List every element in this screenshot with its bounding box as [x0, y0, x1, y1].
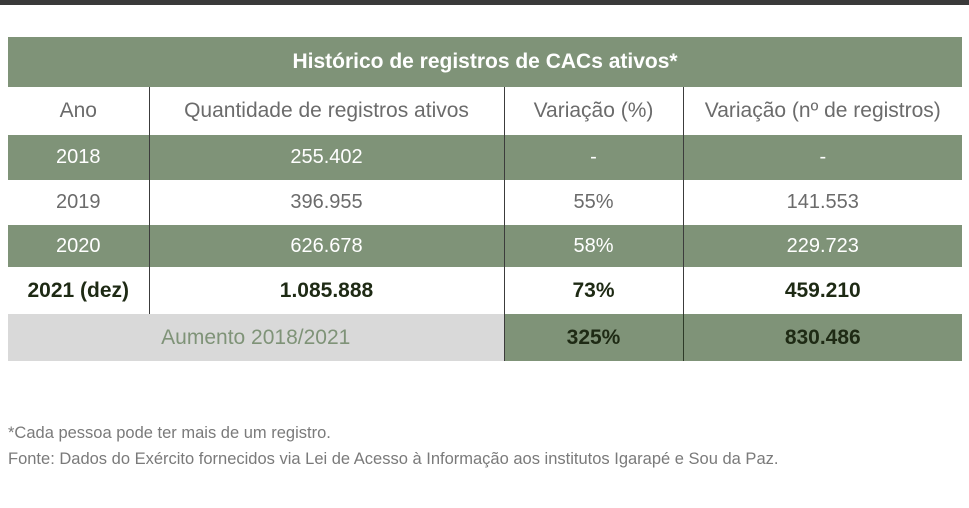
cell-year: 2021 (dez) — [8, 267, 150, 314]
cell-year: 2018 — [8, 135, 150, 180]
table-row: 2019 396.955 55% 141.553 — [8, 180, 963, 225]
total-count: 830.486 — [683, 314, 963, 361]
data-table: Histórico de registros de CACs ativos* A… — [8, 37, 963, 361]
table-row: 2018 255.402 - - — [8, 135, 963, 180]
notes: *Cada pessoa pode ter mais de um registr… — [8, 420, 958, 472]
table-title: Histórico de registros de CACs ativos* — [8, 37, 963, 87]
cell-quantity: 255.402 — [149, 135, 505, 180]
footnote: *Cada pessoa pode ter mais de um registr… — [8, 424, 331, 442]
total-label: Aumento 2018/2021 — [8, 314, 505, 361]
cell-variation-num: 459.210 — [683, 267, 963, 314]
top-border — [0, 0, 969, 5]
cell-variation-num: 141.553 — [683, 180, 963, 225]
header-quantidade: Quantidade de registros ativos — [149, 87, 505, 135]
cell-year: 2019 — [8, 180, 150, 225]
cell-quantity: 626.678 — [149, 225, 505, 267]
source-note: Fonte: Dados do Exército fornecidos via … — [8, 450, 779, 468]
cac-registry-table: Histórico de registros de CACs ativos* A… — [8, 37, 963, 361]
total-row: Aumento 2018/2021 325% 830.486 — [8, 314, 963, 361]
header-variacao-pct: Variação (%) — [504, 87, 684, 135]
total-percent: 325% — [504, 314, 684, 361]
cell-quantity: 1.085.888 — [149, 267, 505, 314]
cell-variation-pct: - — [504, 135, 684, 180]
cell-variation-pct: 73% — [504, 267, 684, 314]
cell-variation-num: 229.723 — [683, 225, 963, 267]
cell-variation-num: - — [683, 135, 963, 180]
table-header-row: Ano Quantidade de registros ativos Varia… — [8, 87, 963, 135]
cell-quantity: 396.955 — [149, 180, 505, 225]
table-row: 2020 626.678 58% 229.723 — [8, 225, 963, 267]
table-title-row: Histórico de registros de CACs ativos* — [8, 37, 963, 87]
header-ano: Ano — [8, 87, 150, 135]
header-variacao-num: Variação (nº de registros) — [683, 87, 963, 135]
cell-variation-pct: 58% — [504, 225, 684, 267]
cell-variation-pct: 55% — [504, 180, 684, 225]
cell-year: 2020 — [8, 225, 150, 267]
table-row: 2021 (dez) 1.085.888 73% 459.210 — [8, 267, 963, 314]
